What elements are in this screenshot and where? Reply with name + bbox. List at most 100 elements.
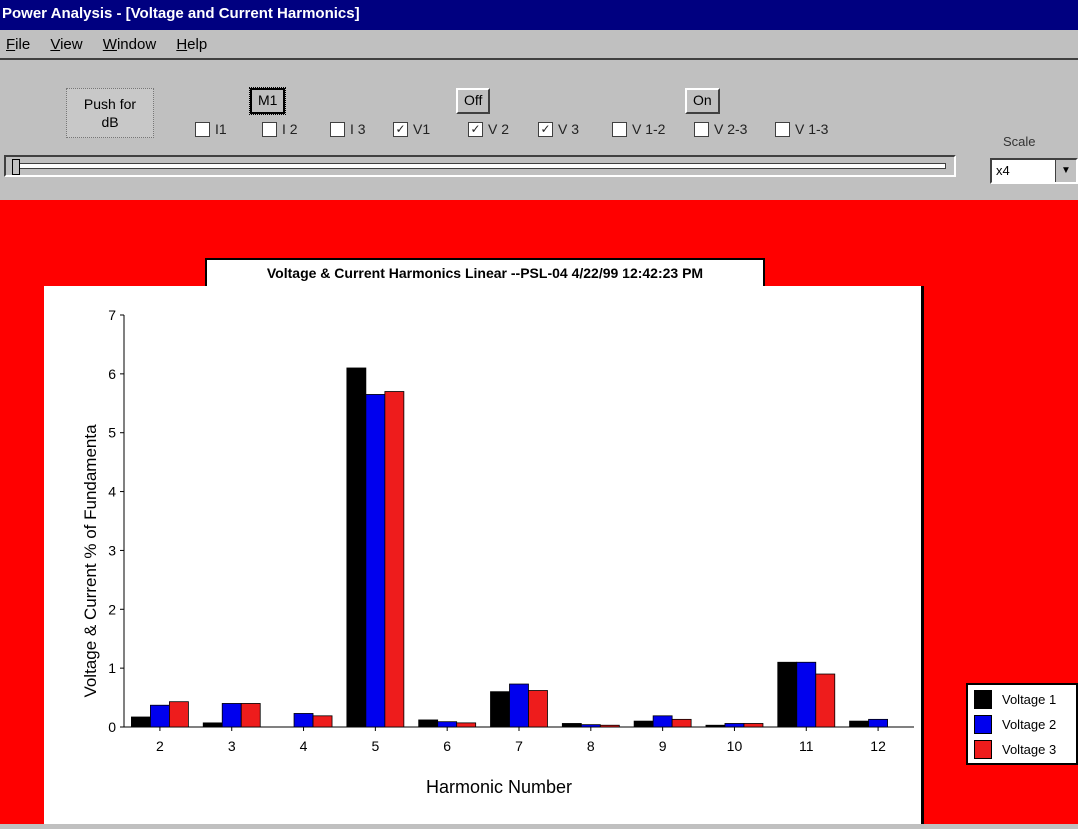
x-tick-label: 6 bbox=[443, 738, 451, 754]
x-axis-label: Harmonic Number bbox=[426, 777, 572, 797]
checkbox-v2-3[interactable]: V 2-3 bbox=[694, 121, 747, 137]
y-tick-label: 6 bbox=[108, 366, 116, 382]
checkbox-i2[interactable]: I 2 bbox=[262, 121, 298, 137]
legend-swatch bbox=[974, 689, 992, 709]
menu-view[interactable]: View bbox=[50, 36, 83, 53]
checkbox-label: V 1-3 bbox=[795, 121, 829, 137]
off-button[interactable]: Off bbox=[456, 88, 491, 114]
checkbox-empty-icon[interactable] bbox=[775, 121, 790, 137]
bar bbox=[561, 723, 582, 728]
plot-area: 0 1 2 3 4 5 6 7 2 3 4 5 6 7 8 9 10 11 12 Harmonic Number Vol… bbox=[44, 286, 924, 824]
bar bbox=[815, 673, 836, 728]
menu-help[interactable]: Help bbox=[176, 36, 208, 53]
y-tick-label: 7 bbox=[108, 307, 116, 323]
legend-item: Voltage 1 bbox=[968, 688, 1076, 710]
checkbox-label: I1 bbox=[215, 121, 227, 137]
menu-window[interactable]: Window bbox=[102, 36, 157, 53]
x-tick-label: 10 bbox=[727, 738, 743, 754]
legend-label: Voltage 3 bbox=[1002, 741, 1057, 757]
legend-item: Voltage 3 bbox=[968, 738, 1076, 760]
push-for-db-button[interactable]: Push for dB bbox=[66, 88, 154, 138]
checkbox-empty-icon[interactable] bbox=[262, 121, 277, 137]
x-tick-label: 5 bbox=[371, 738, 379, 754]
bar bbox=[796, 661, 817, 728]
checkbox-checked-icon[interactable]: ✓ bbox=[468, 121, 483, 137]
chart-pane: Voltage & Current Harmonics Linear --PSL… bbox=[0, 200, 1078, 824]
bar bbox=[131, 716, 151, 728]
checkbox-checked-icon[interactable]: ✓ bbox=[538, 121, 553, 137]
x-tick-label: 2 bbox=[156, 738, 164, 754]
checkbox-empty-icon[interactable] bbox=[330, 121, 345, 137]
bar bbox=[705, 724, 726, 728]
y-tick-label: 1 bbox=[108, 660, 116, 676]
toolbar: Push for dB M1 Off On I1 I 2 I 3 ✓ V1 ✓ V 2 ✓ V … bbox=[0, 60, 1078, 200]
harmonic-slider[interactable] bbox=[4, 155, 956, 177]
checkbox-label: V 1-2 bbox=[632, 121, 666, 137]
bar bbox=[528, 690, 548, 728]
scale-label: Scale bbox=[1003, 134, 1036, 149]
bar bbox=[240, 703, 261, 728]
menu-bar: File View Window Help bbox=[0, 30, 1078, 60]
legend-label: Voltage 2 bbox=[1002, 716, 1057, 732]
checkbox-v3[interactable]: ✓ V 3 bbox=[538, 121, 579, 137]
checkbox-label: V 2-3 bbox=[714, 121, 748, 137]
chevron-down-icon[interactable]: ▼ bbox=[1055, 160, 1076, 182]
bar bbox=[437, 721, 458, 728]
checkbox-v1[interactable]: ✓ V1 bbox=[393, 121, 430, 137]
checkbox-i3[interactable]: I 3 bbox=[330, 121, 366, 137]
push-for-db-label-line2: dB bbox=[101, 114, 119, 130]
checkbox-checked-icon[interactable]: ✓ bbox=[393, 121, 408, 137]
scale-value: x4 bbox=[996, 163, 1010, 178]
legend-swatch bbox=[974, 714, 992, 734]
bar bbox=[633, 720, 654, 728]
x-tick-label: 11 bbox=[799, 738, 814, 754]
bar bbox=[743, 723, 764, 728]
bar bbox=[365, 394, 386, 728]
checkbox-empty-icon[interactable] bbox=[694, 121, 709, 137]
checkbox-v2[interactable]: ✓ V 2 bbox=[468, 121, 509, 137]
m1-button[interactable]: M1 bbox=[248, 87, 287, 115]
bar bbox=[509, 683, 529, 728]
y-tick-label: 3 bbox=[108, 542, 116, 558]
bar bbox=[868, 718, 888, 728]
y-tick-label: 2 bbox=[108, 601, 116, 617]
checkbox-label: V 2 bbox=[488, 121, 510, 137]
bar bbox=[456, 722, 477, 728]
y-axis-label: Voltage & Current % of Fundamenta bbox=[81, 424, 100, 698]
checkbox-label: V1 bbox=[413, 121, 431, 137]
bar bbox=[652, 715, 673, 728]
checkbox-label: V 3 bbox=[558, 121, 580, 137]
bar bbox=[169, 701, 189, 728]
checkbox-label: I 2 bbox=[282, 121, 298, 137]
scale-select[interactable]: x4 ▼ bbox=[990, 158, 1078, 184]
checkbox-label: I 3 bbox=[350, 121, 366, 137]
checkbox-v1-2[interactable]: V 1-2 bbox=[612, 121, 665, 137]
menu-file[interactable]: File bbox=[6, 36, 31, 53]
checkbox-empty-icon[interactable] bbox=[612, 121, 627, 137]
checkbox-v1-3[interactable]: V 1-3 bbox=[775, 121, 828, 137]
window-title: Power Analysis - [Voltage and Current Ha… bbox=[0, 0, 1078, 30]
chart-title: Voltage & Current Harmonics Linear --PSL… bbox=[205, 258, 765, 288]
x-tick-label: 12 bbox=[870, 738, 886, 754]
bar bbox=[221, 703, 242, 728]
bar bbox=[150, 704, 170, 728]
y-tick-label: 5 bbox=[108, 425, 116, 441]
checkbox-empty-icon[interactable] bbox=[195, 121, 210, 137]
bar bbox=[346, 367, 367, 728]
bar bbox=[671, 718, 692, 728]
bar bbox=[777, 661, 798, 728]
x-tick-label: 4 bbox=[300, 738, 308, 754]
bar bbox=[849, 720, 869, 728]
bar bbox=[724, 723, 745, 728]
bar bbox=[312, 715, 333, 728]
x-tick-label: 7 bbox=[515, 738, 523, 754]
bar bbox=[418, 719, 439, 728]
bar bbox=[293, 713, 314, 728]
slider-thumb[interactable] bbox=[12, 159, 20, 175]
y-tick-label: 4 bbox=[108, 484, 116, 500]
bar bbox=[599, 724, 620, 728]
on-button[interactable]: On bbox=[685, 88, 720, 114]
bar bbox=[384, 391, 405, 728]
bar bbox=[490, 691, 510, 728]
checkbox-i1[interactable]: I1 bbox=[195, 121, 227, 137]
